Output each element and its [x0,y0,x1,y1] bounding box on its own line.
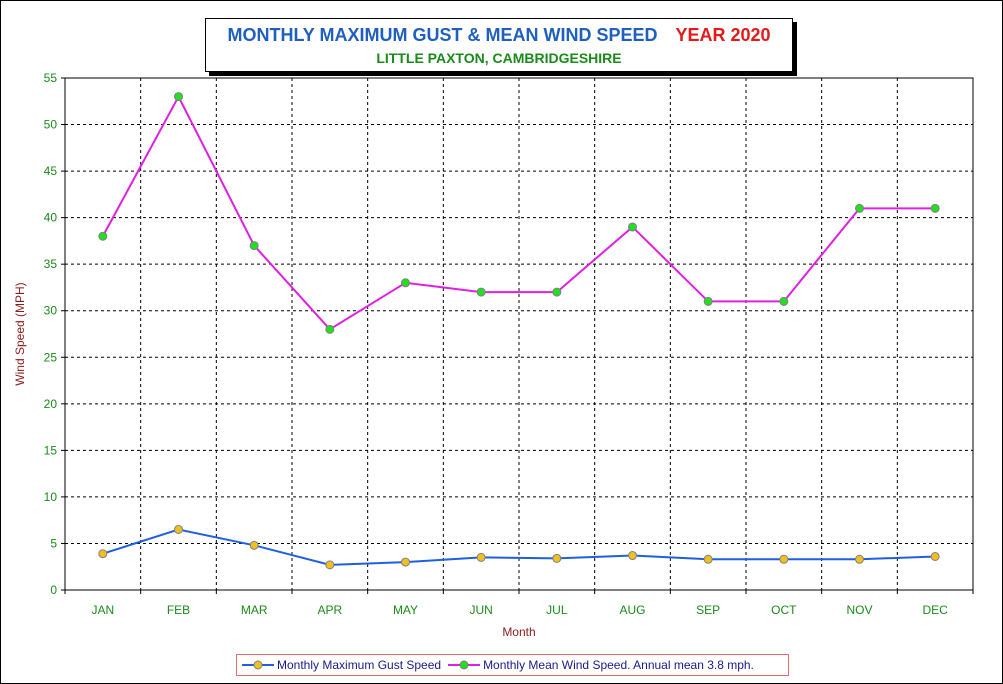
x-tick-label: DEC [922,603,948,617]
y-tick-label: 30 [44,304,58,318]
series-1-point [249,241,259,251]
series-0-point [249,540,259,550]
x-axis-label: Month [502,625,535,639]
y-tick-label: 55 [44,71,58,85]
series-1-point [401,278,410,288]
series-1-point [325,324,335,334]
series-1-point [930,203,940,213]
y-tick-label: 25 [44,350,58,364]
y-tick-label: 20 [44,397,58,411]
chart-title-box: MONTHLY MAXIMUM GUST & MEAN WIND SPEED YE… [205,18,793,72]
series-0-point [628,551,637,561]
x-tick-label: JAN [91,603,114,617]
x-tick-label: AUG [619,603,645,617]
series-0-point [401,557,410,567]
x-tick-label: JUL [546,603,568,617]
series-1-point [628,222,637,232]
y-tick-label: 40 [44,211,58,225]
chart-title: MONTHLY MAXIMUM GUST & MEAN WIND SPEED [227,25,658,45]
x-tick-label: OCT [771,603,797,617]
y-tick-label: 10 [44,490,58,504]
x-tick-label: MAR [241,603,268,617]
legend-label-mean: Monthly Mean Wind Speed. Annual mean 3.8… [483,658,754,672]
x-tick-label: FEB [167,603,190,617]
series-1-point [855,203,864,213]
legend-swatch-gust [242,660,274,670]
series-0-point [174,524,183,534]
series-0-point [930,551,940,561]
line-chart: 0 5 10 15 20 25 30 35 40 45 50 55 JAN FEB MAR APR MAY JUN… [13,71,974,639]
series-1-point [98,231,108,241]
legend-item-mean: Monthly Mean Wind Speed. Annual mean 3.8… [447,658,754,672]
y-tick-label: 0 [50,583,57,597]
series-0-point [552,553,562,563]
y-tick-label: 45 [44,164,58,178]
series-1-point [703,296,713,306]
series-0-point [855,554,864,564]
series-0-point [98,549,108,559]
series-1-point [552,287,562,297]
y-tick-label: 50 [44,118,58,132]
y-tick-label: 5 [50,536,57,550]
series-0-point [476,552,486,562]
y-tick-label: 15 [44,443,58,457]
x-tick-label: NOV [846,603,872,617]
series-line-0 [102,528,936,566]
plot-area [64,77,974,591]
y-axis-label: Wind Speed (MPH) [13,282,27,385]
series-0-point [325,560,335,570]
legend-item-gust: Monthly Maximum Gust Speed [241,658,441,672]
chart-title-line: MONTHLY MAXIMUM GUST & MEAN WIND SPEED YE… [206,25,792,46]
x-tick-label: MAY [393,603,418,617]
y-tick-label: 35 [44,257,58,271]
series-1-point [476,287,486,297]
x-tick-label: JUN [469,603,492,617]
chart-subtitle: LITTLE PAXTON, CAMBRIDGESHIRE [376,50,622,66]
series-1-point [779,296,789,306]
series-line-1 [101,94,936,331]
legend: Monthly Maximum Gust Speed Monthly Mean … [236,654,789,676]
series-1-point [174,92,183,102]
legend-swatch-mean [448,660,481,670]
chart-title-year: YEAR 2020 [675,25,771,45]
x-tick-label: APR [317,603,342,617]
x-tick-label: SEP [696,603,720,617]
series-0-point [703,554,713,564]
series-0-point [779,554,789,564]
legend-label-gust: Monthly Maximum Gust Speed [277,658,442,672]
